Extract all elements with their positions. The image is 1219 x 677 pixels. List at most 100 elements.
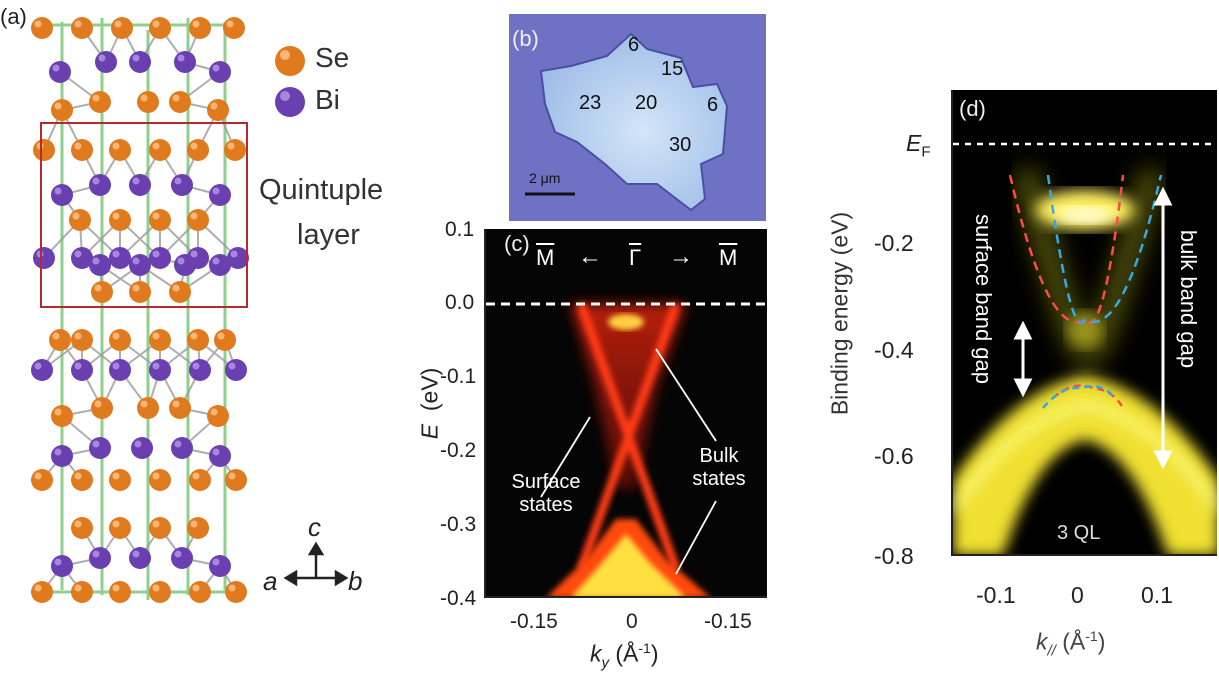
se-atom [31, 581, 53, 603]
se-atom [169, 397, 191, 419]
c-ylabel: E (eV) [416, 367, 443, 440]
atom-highlight [212, 558, 220, 566]
atom-highlight [174, 177, 182, 185]
se-atom [207, 99, 229, 121]
atom-highlight [190, 212, 198, 220]
thickness-label-6-right: 6 [707, 94, 719, 116]
d-ytick--0.2: -0.2 [874, 230, 914, 256]
se-atom [149, 17, 171, 39]
atom-highlight [52, 64, 60, 72]
atom-highlight [172, 94, 180, 102]
atom-highlight [112, 332, 120, 340]
se-atom [111, 17, 133, 39]
thickness-label-30: 30 [669, 134, 692, 156]
atom-highlight [172, 284, 180, 292]
se-atom [189, 17, 211, 39]
se-atom [149, 581, 171, 603]
se-atom [71, 517, 93, 539]
atom-highlight [92, 177, 100, 185]
atom-highlight [192, 20, 200, 28]
bi-atom [49, 61, 71, 83]
atom-highlight [92, 94, 100, 102]
atom-highlight [112, 212, 120, 220]
atom-highlight [226, 20, 234, 28]
se-atom [149, 469, 171, 491]
thickness-label-6-top: 6 [628, 34, 640, 56]
atom-highlight [34, 472, 42, 480]
atom-highlight [152, 142, 160, 150]
se-legend-icon [275, 46, 305, 76]
atom-highlight [152, 584, 160, 592]
bi-atom [89, 437, 111, 459]
atom-highlight [228, 362, 236, 370]
c-ytick--0.1: -0.1 [440, 365, 477, 388]
bi-atom [209, 61, 231, 83]
c-ytick--0.4: -0.4 [440, 587, 477, 610]
atom-highlight [152, 250, 160, 258]
atom-highlight [132, 284, 140, 292]
atom-highlight [74, 362, 82, 370]
bi-atom [129, 547, 151, 569]
bi-atom [209, 555, 231, 577]
quintuple-label-line1: Quintuple [259, 174, 384, 206]
d-xlabel: k// (Å-1) [1036, 628, 1106, 660]
se-atom [149, 517, 171, 539]
atom-highlight [34, 20, 42, 28]
se-legend-label: Se [315, 42, 350, 73]
atom-highlight [74, 20, 82, 28]
panel-c-label: (c) [504, 231, 530, 256]
atom-highlight [212, 187, 220, 195]
se-atom [51, 99, 73, 121]
atom-highlight [210, 408, 218, 416]
atom-highlight [132, 257, 140, 265]
se-atom [89, 91, 111, 113]
axis-b-label: b [348, 566, 363, 596]
atom-highlight [192, 362, 200, 370]
arpes-d-spectrum [953, 142, 1217, 554]
quintuple-label-line2: layer [297, 219, 360, 251]
atom-highlight [192, 472, 200, 480]
bi-atom [131, 437, 153, 459]
se-atom [91, 397, 113, 419]
se-atom [31, 17, 53, 39]
se-atom [225, 581, 247, 603]
se-atom [109, 469, 131, 491]
atom-highlight [227, 142, 235, 150]
bulk-gap-label: bulk band gap [1176, 229, 1201, 369]
panel-b-label: (b) [512, 26, 539, 51]
sample-thickness-label: 3 QL [1057, 522, 1101, 544]
atom-highlight [210, 102, 218, 110]
gamma-bar-label: Γ [629, 245, 642, 270]
atom-highlight [34, 584, 42, 592]
m-bar-left-label: M [536, 245, 555, 270]
surface-states-annotation: Surface states [511, 471, 581, 516]
se-atom [187, 329, 209, 351]
se-atom [51, 405, 73, 427]
bi-atom [209, 445, 231, 467]
atom-highlight [190, 250, 198, 258]
atom-highlight [112, 520, 120, 528]
c-ytick--0.3: -0.3 [440, 513, 477, 536]
atom-highlight [192, 584, 200, 592]
bi-atom [51, 445, 73, 467]
bi-atom [171, 547, 193, 569]
bi-atom [51, 555, 73, 577]
panel-a-label: (a) [0, 4, 27, 29]
c-ytick-0.0: 0.0 [445, 291, 475, 314]
se-atom [71, 17, 93, 39]
d-ytick--0.6: -0.6 [874, 443, 914, 469]
atom-highlight [114, 20, 122, 28]
se-atom [169, 91, 191, 113]
atom-highlight [74, 472, 82, 480]
atom-highlight [152, 520, 160, 528]
arrow-right-glyph: → [669, 243, 693, 270]
panel-d-label: (d) [959, 96, 986, 121]
thickness-label-15: 15 [661, 58, 684, 80]
se-atom [109, 329, 131, 351]
atom-highlight [112, 250, 120, 258]
bi-atom [31, 359, 53, 381]
se-atom [214, 329, 236, 351]
atom-highlight [174, 550, 182, 558]
atom-highlight [132, 550, 140, 558]
atom-highlight [190, 332, 198, 340]
